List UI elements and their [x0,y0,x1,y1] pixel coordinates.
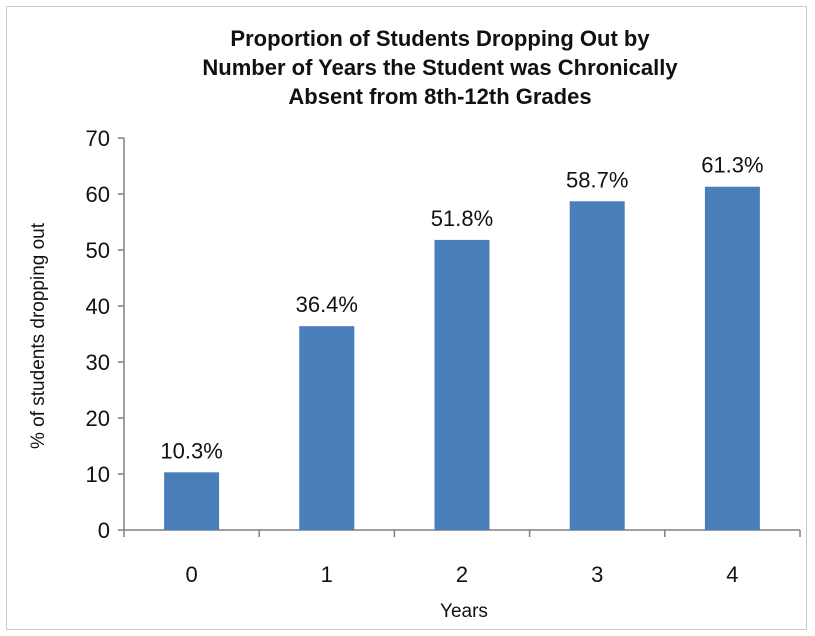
data-label: 36.4% [296,292,358,317]
x-tick-label: 0 [185,562,197,587]
x-axis-title: Years [440,601,488,622]
y-axis-title: % of students dropping out [28,222,49,449]
y-tick-label: 60 [86,182,110,207]
x-tick-label: 3 [591,562,603,587]
y-tick-label: 20 [86,406,110,431]
chart-title-line-3: Absent from 8th-12th Grades [288,84,591,109]
x-tick-label: 2 [456,562,468,587]
bar [299,326,355,530]
y-tick-label: 50 [86,238,110,263]
chart-title-line-1: Proportion of Students Dropping Out by [230,26,650,51]
y-tick-label: 30 [86,350,110,375]
y-tick-label: 0 [98,518,110,543]
x-tick-label: 1 [321,562,333,587]
y-tick-label: 40 [86,294,110,319]
plot-area: 0 10 20 30 40 50 60 70 10.3% 0 36.4% 1 51.8% 2 58.7% 3 6… [86,126,801,587]
y-tick-label: 10 [86,462,110,487]
y-tick-label: 70 [86,126,110,151]
bar [164,472,220,530]
data-label: 10.3% [160,438,222,463]
x-tick-label: 4 [726,562,738,587]
chart-frame [6,6,807,630]
data-label: 58.7% [566,167,628,192]
chart-title: Proportion of Students Dropping Out by N… [202,26,678,109]
data-label: 61.3% [701,153,763,178]
chart-title-line-2: Number of Years the Student was Chronica… [202,55,678,80]
bar [569,201,625,530]
bar [434,239,490,531]
bar [704,186,760,530]
data-label: 51.8% [431,206,493,231]
